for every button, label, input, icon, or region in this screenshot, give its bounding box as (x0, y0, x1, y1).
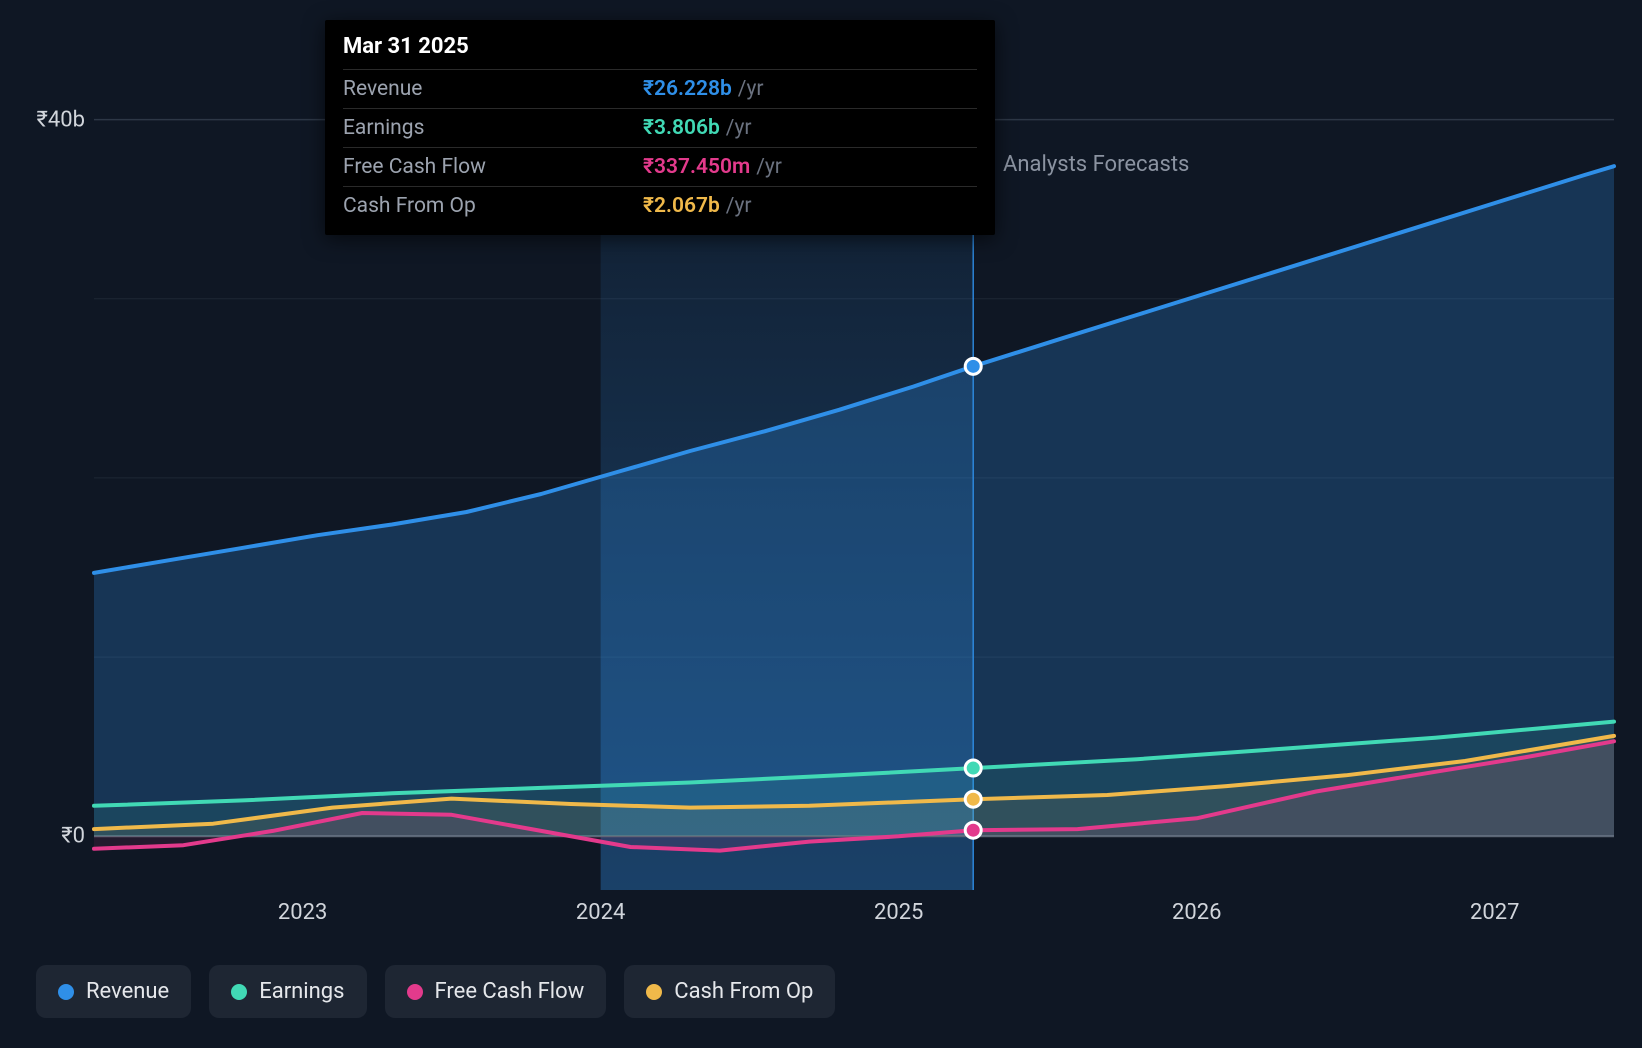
x-tick-label: 2026 (1172, 900, 1221, 925)
tooltip-suffix: /yr (726, 194, 752, 218)
tooltip-row-fcf: Free Cash Flow ₹337.450m /yr (343, 147, 977, 186)
financials-forecast-chart: ₹0 ₹40b 2023 2024 2025 2026 2027 Past An… (0, 0, 1642, 1048)
y-tick-label: ₹0 (61, 824, 85, 849)
tooltip-suffix: /yr (726, 116, 752, 140)
legend-dot-icon (407, 984, 423, 1000)
tooltip-suffix: /yr (756, 155, 782, 179)
x-tick-label: 2024 (576, 900, 625, 925)
tooltip-row-cfo: Cash From Op ₹2.067b /yr (343, 186, 977, 225)
tooltip-value: ₹337.450m (643, 155, 750, 179)
tooltip-label: Cash From Op (343, 194, 643, 218)
tooltip-value: ₹26.228b (643, 77, 732, 101)
legend-item-cfo[interactable]: Cash From Op (624, 965, 835, 1018)
legend-label: Revenue (86, 979, 169, 1004)
tooltip-date: Mar 31 2025 (343, 34, 977, 69)
legend: Revenue Earnings Free Cash Flow Cash Fro… (36, 965, 835, 1018)
tooltip-suffix: /yr (738, 77, 764, 101)
tooltip-value: ₹2.067b (643, 194, 720, 218)
legend-dot-icon (231, 984, 247, 1000)
legend-item-revenue[interactable]: Revenue (36, 965, 191, 1018)
legend-label: Earnings (259, 979, 344, 1004)
y-tick-label: ₹40b (37, 107, 85, 132)
legend-dot-icon (58, 984, 74, 1000)
chart-tooltip: Mar 31 2025 Revenue ₹26.228b /yr Earning… (325, 20, 995, 235)
legend-dot-icon (646, 984, 662, 1000)
tooltip-label: Revenue (343, 77, 643, 101)
section-label-forecast: Analysts Forecasts (1003, 152, 1189, 177)
tooltip-row-earnings: Earnings ₹3.806b /yr (343, 108, 977, 147)
legend-item-earnings[interactable]: Earnings (209, 965, 366, 1018)
legend-label: Free Cash Flow (435, 979, 585, 1004)
legend-item-fcf[interactable]: Free Cash Flow (385, 965, 607, 1018)
x-tick-label: 2025 (874, 900, 923, 925)
tooltip-row-revenue: Revenue ₹26.228b /yr (343, 69, 977, 108)
tooltip-label: Free Cash Flow (343, 155, 643, 179)
tooltip-label: Earnings (343, 116, 643, 140)
x-tick-label: 2023 (278, 900, 327, 925)
x-tick-label: 2027 (1470, 900, 1519, 925)
legend-label: Cash From Op (674, 979, 813, 1004)
tooltip-value: ₹3.806b (643, 116, 720, 140)
